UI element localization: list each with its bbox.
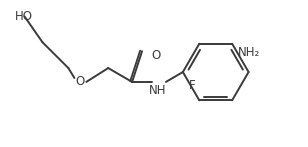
Text: NH₂: NH₂ (238, 46, 260, 59)
Text: NH: NH (149, 84, 167, 97)
Text: HO: HO (15, 10, 33, 23)
Text: O: O (151, 49, 160, 62)
Text: F: F (189, 79, 195, 92)
Text: O: O (76, 75, 85, 88)
